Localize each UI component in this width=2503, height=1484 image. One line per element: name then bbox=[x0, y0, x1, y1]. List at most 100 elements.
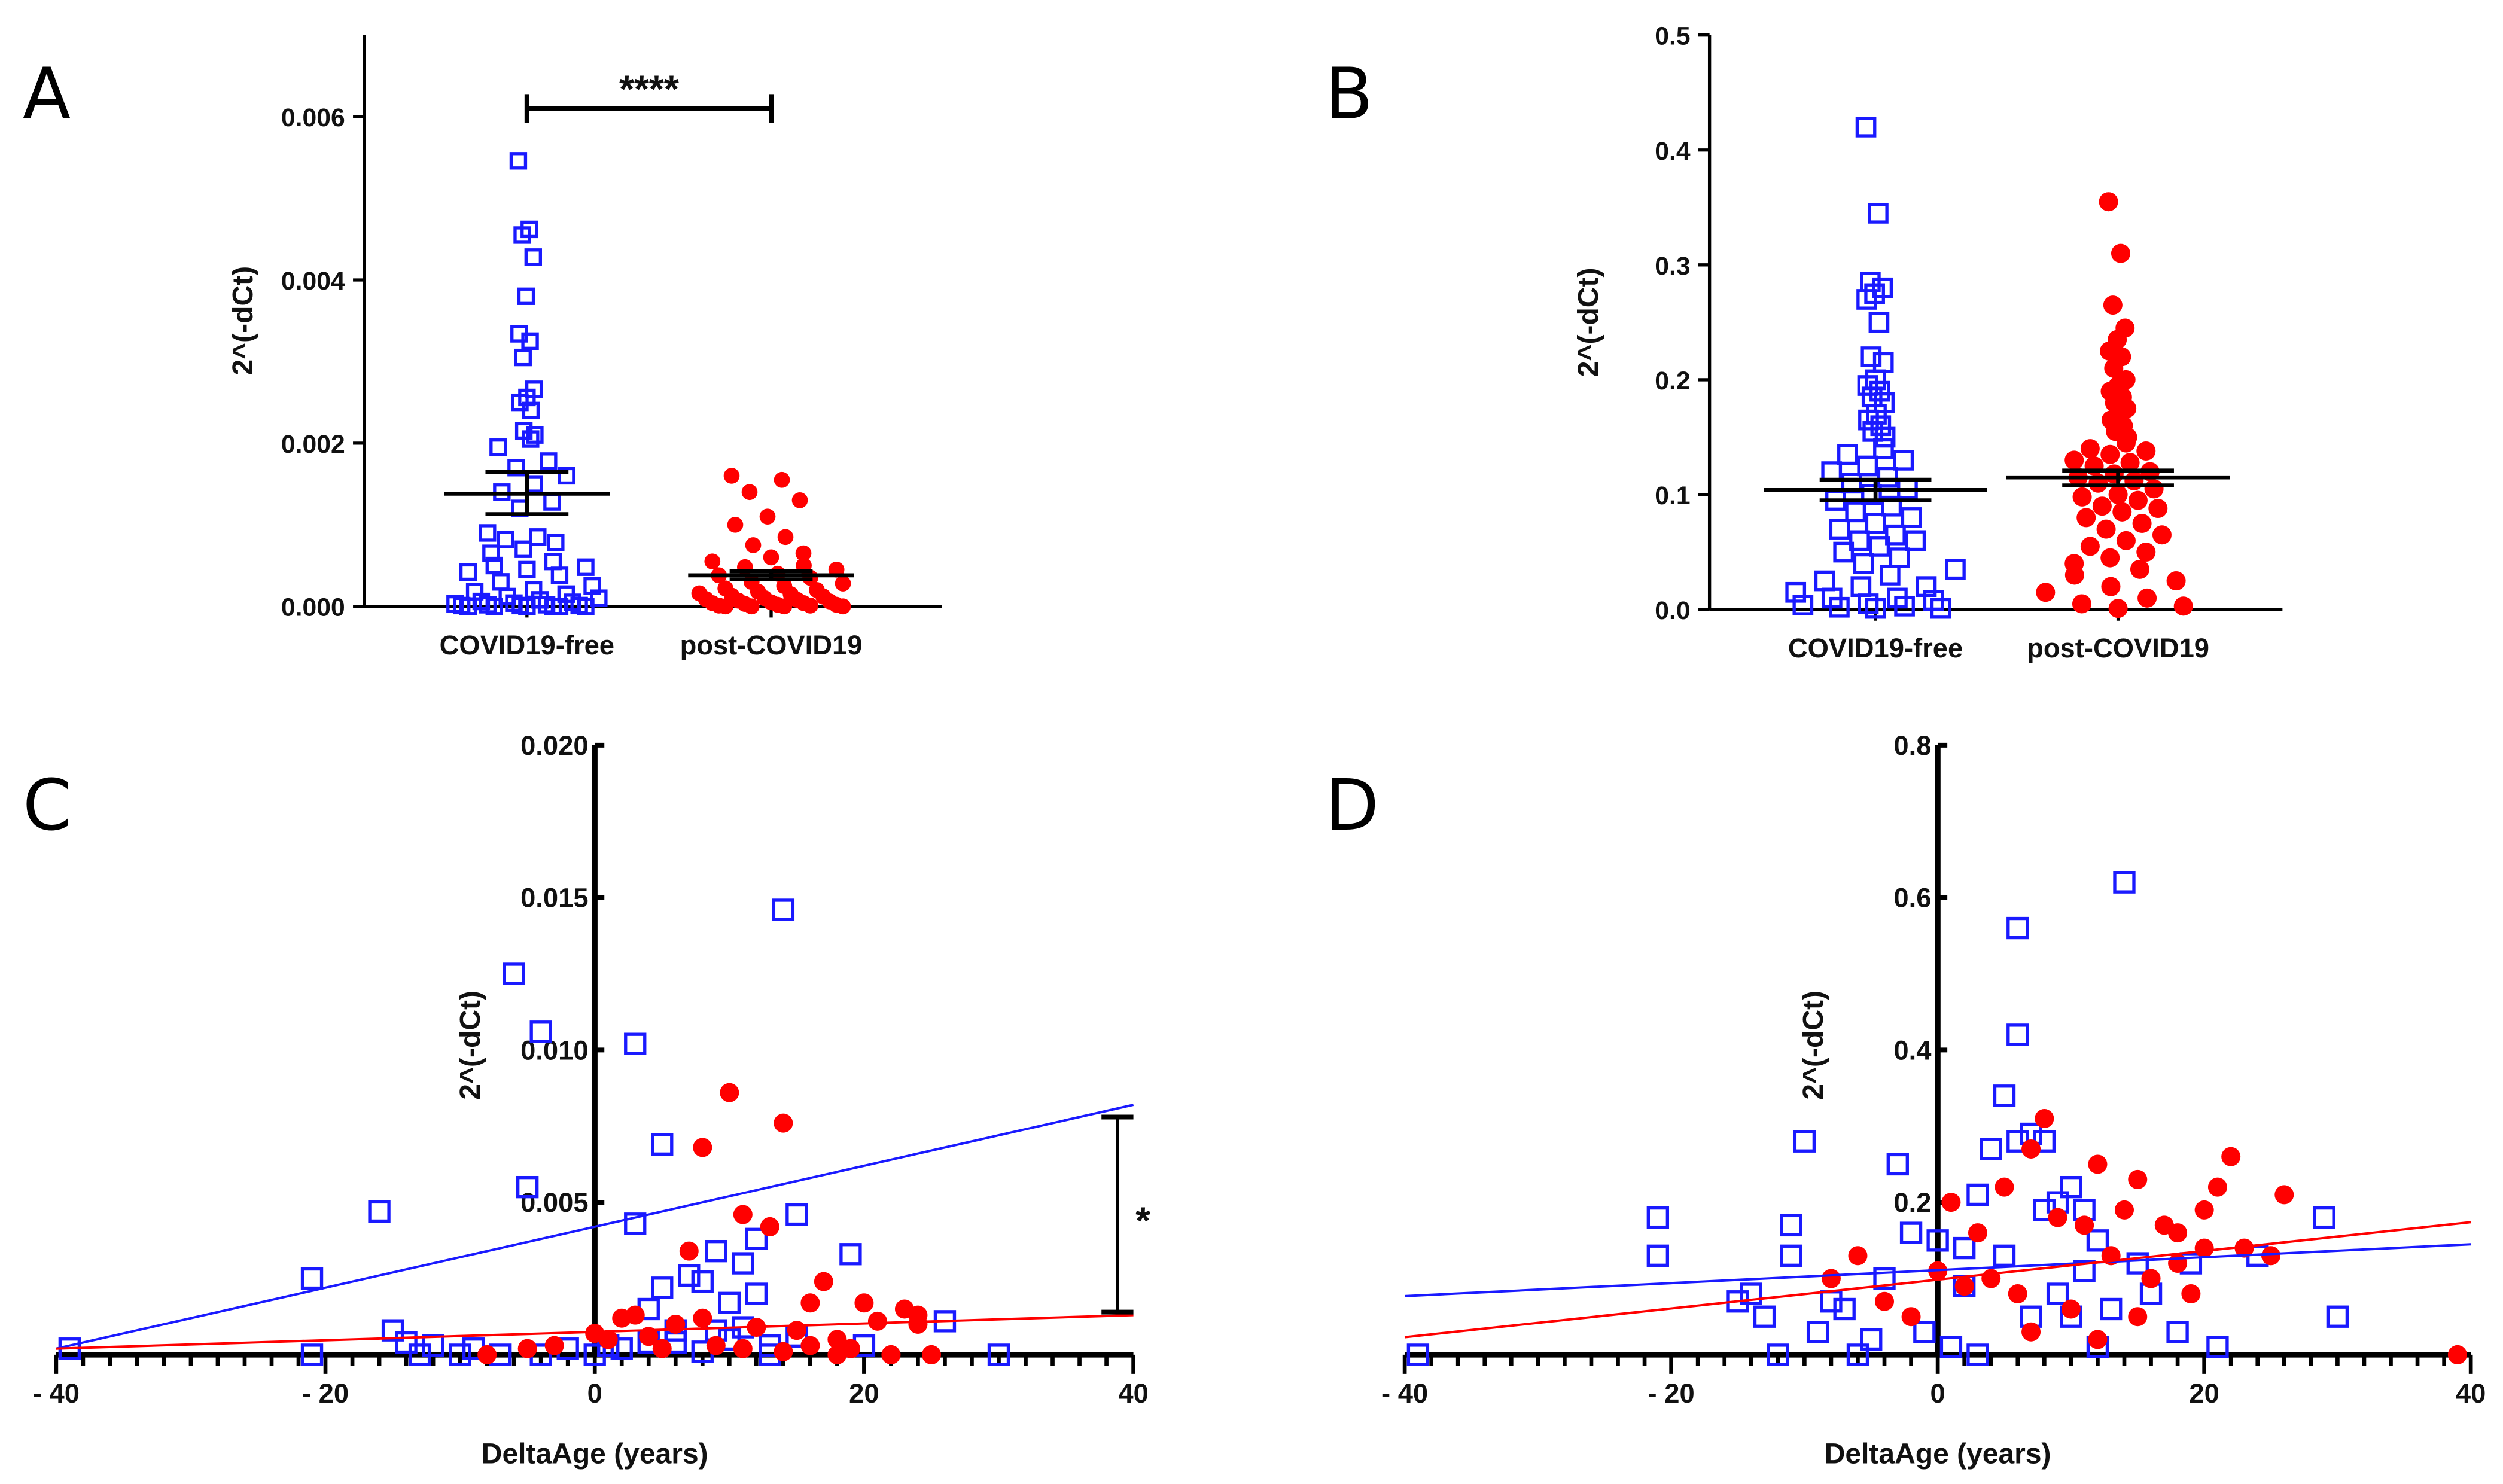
x-tick-label: - 20 bbox=[1648, 1378, 1695, 1409]
data-point-circle bbox=[693, 1138, 712, 1157]
data-point-circle bbox=[2100, 444, 2120, 464]
data-point-circle bbox=[1901, 1307, 1921, 1327]
data-point-square bbox=[543, 493, 561, 511]
data-point-circle bbox=[2096, 519, 2116, 539]
data-point-square bbox=[485, 556, 503, 575]
data-point-square bbox=[1849, 530, 1870, 551]
data-point-square bbox=[544, 553, 562, 571]
data-point-square bbox=[2126, 1252, 2149, 1275]
data-point-circle bbox=[2080, 439, 2100, 459]
data-point-square bbox=[1858, 409, 1879, 431]
panel-c: - 40- 20 0 20 400.0050.0100.0150.0202^(-dCt… bbox=[33, 730, 1150, 1470]
x-tick-label: post-COVID19 bbox=[2027, 633, 2209, 663]
data-point-square bbox=[516, 1175, 539, 1199]
data-point-square bbox=[1753, 1305, 1776, 1328]
data-point-square bbox=[1953, 1236, 1976, 1260]
data-point-circle bbox=[2114, 1200, 2134, 1220]
data-point-circle bbox=[2104, 358, 2124, 378]
data-point-square bbox=[1885, 524, 1906, 546]
data-point-circle bbox=[2108, 484, 2128, 505]
data-point-square bbox=[518, 598, 536, 615]
x-tick-label: post-COVID19 bbox=[680, 630, 863, 660]
data-point-circle bbox=[2080, 537, 2100, 556]
data-point-circle bbox=[1995, 1177, 2014, 1197]
data-point-square bbox=[489, 438, 507, 456]
x-tick-label: - 20 bbox=[302, 1378, 349, 1409]
data-point-square bbox=[745, 1227, 768, 1250]
data-point-circle bbox=[802, 598, 818, 614]
x-axis-label: DeltaAge (years) bbox=[1825, 1438, 2051, 1470]
data-point-square bbox=[651, 1276, 674, 1299]
data-point-square bbox=[1814, 570, 1835, 592]
y-tick-label: 0.1 bbox=[1655, 482, 1690, 510]
data-point-square bbox=[839, 1243, 862, 1266]
data-point-square bbox=[518, 560, 536, 579]
data-point-circle bbox=[2021, 1139, 2041, 1159]
data-point-square bbox=[300, 1267, 324, 1290]
data-point-square bbox=[2086, 1229, 2109, 1252]
panel-b: 0.0 0.1 0.2 0.3 0.4 0.5 2^(-dCt) COVID19-free po… bbox=[1573, 22, 2283, 663]
data-point-circle bbox=[787, 1321, 806, 1340]
data-point-square bbox=[514, 348, 532, 367]
data-point-square bbox=[1853, 553, 1874, 574]
data-point-square bbox=[1857, 375, 1878, 396]
data-point-circle bbox=[2136, 441, 2156, 461]
data-point-circle bbox=[800, 1293, 820, 1313]
data-point-square bbox=[1905, 530, 1926, 551]
data-point-square bbox=[2326, 1305, 2349, 1328]
data-point-circle bbox=[759, 508, 776, 525]
data-point-circle bbox=[867, 1311, 887, 1331]
data-point-circle bbox=[1981, 1269, 2001, 1288]
panel-d: - 40 - 20 0 20 40 0.2 0.4 0.6 0.8 2^(-dCt) DeltaAg… bbox=[1381, 730, 2486, 1470]
data-point-square bbox=[522, 401, 540, 419]
x-tick-label: 0 bbox=[1930, 1378, 1945, 1409]
data-point-circle bbox=[791, 492, 808, 508]
y-tick-label: 0.005 bbox=[520, 1187, 588, 1218]
x-tick-label: 20 bbox=[849, 1378, 879, 1409]
regression-line bbox=[1405, 1243, 2471, 1297]
data-point-square bbox=[624, 1212, 647, 1235]
data-point-square bbox=[2113, 871, 2136, 894]
data-point-square bbox=[449, 1343, 471, 1366]
data-point-square bbox=[2073, 1260, 2096, 1282]
data-point-square bbox=[785, 1203, 808, 1226]
data-point-square bbox=[1873, 438, 1894, 459]
y-axis-label: 2^(-dCt) bbox=[1798, 991, 1829, 1100]
data-point-circle bbox=[2035, 1109, 2054, 1129]
data-point-square bbox=[1862, 421, 1884, 442]
data-point-square bbox=[1845, 501, 1866, 523]
data-point-square bbox=[718, 1291, 741, 1314]
data-point-square bbox=[1913, 1321, 1936, 1343]
data-point-circle bbox=[666, 1314, 686, 1334]
data-point-circle bbox=[2128, 490, 2148, 510]
data-point-square bbox=[1860, 346, 1882, 367]
data-point-square bbox=[1926, 1229, 1949, 1252]
data-point-circle bbox=[2124, 471, 2144, 490]
data-point-circle bbox=[774, 471, 790, 488]
data-point-square bbox=[1806, 1321, 1829, 1343]
data-point-square bbox=[1874, 426, 1896, 448]
data-point-square bbox=[1889, 547, 1910, 568]
data-point-square bbox=[529, 528, 547, 546]
y-axis-label: 2^(-dCt) bbox=[227, 266, 259, 376]
data-point-circle bbox=[2061, 1299, 2081, 1319]
significance-label: * bbox=[1135, 1199, 1150, 1242]
data-point-square bbox=[550, 566, 569, 584]
data-point-square bbox=[1646, 1244, 1670, 1267]
data-point-square bbox=[381, 1319, 404, 1342]
data-point-square bbox=[732, 1252, 754, 1275]
data-point-circle bbox=[881, 1345, 901, 1364]
data-point-square bbox=[529, 1020, 552, 1043]
data-point-square bbox=[1837, 444, 1858, 465]
data-point-square bbox=[1877, 467, 1898, 488]
data-point-circle bbox=[2137, 588, 2157, 608]
data-point-circle bbox=[774, 1342, 793, 1361]
data-point-square bbox=[2100, 1297, 2123, 1321]
data-point-circle bbox=[2036, 583, 2056, 602]
x-tick-label: COVID19-free bbox=[1788, 633, 1963, 663]
data-point-circle bbox=[2132, 514, 2152, 534]
data-point-circle bbox=[625, 1305, 645, 1325]
data-point-square bbox=[678, 1264, 701, 1287]
data-point-circle bbox=[2181, 1284, 2201, 1304]
data-point-square bbox=[1899, 1221, 1923, 1244]
